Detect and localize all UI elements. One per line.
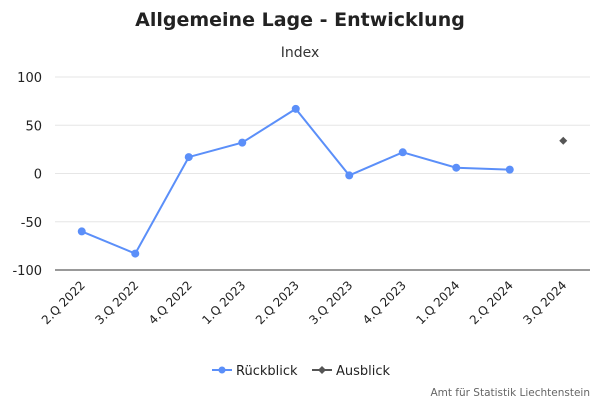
data-point-1-9[interactable] (559, 136, 568, 145)
y-tick-label: -50 (21, 216, 42, 231)
data-point-0-3[interactable] (238, 138, 247, 147)
data-point-0-4[interactable] (291, 104, 300, 113)
credit: Amt für Statistik Liechtenstein (430, 387, 590, 399)
data-point-0-0[interactable] (77, 227, 86, 236)
x-tick-label: 4.Q 2022 (146, 278, 195, 327)
x-tick-label: 4.Q 2023 (360, 278, 409, 327)
x-tick-label: 2.Q 2022 (39, 278, 88, 327)
y-tick-label: 50 (25, 119, 42, 134)
legend-label-rueckblick: Rückblick (236, 364, 298, 379)
y-tick-label: 100 (17, 71, 42, 86)
legend-marker-ausblick (318, 366, 326, 374)
x-tick-label: 2.Q 2023 (253, 278, 302, 327)
legend-item-rueckblick[interactable]: Rückblick (212, 364, 298, 379)
x-tick-label: 1.Q 2024 (413, 278, 462, 327)
data-point-0-8[interactable] (505, 165, 514, 174)
y-tick-label: 0 (34, 168, 42, 183)
legend-label-ausblick: Ausblick (336, 364, 391, 379)
x-tick-label: 3.Q 2022 (92, 278, 141, 327)
x-axis-labels: 2.Q 2022 3.Q 2022 4.Q 2022 1.Q 2023 2.Q 2023… (39, 278, 569, 327)
series-layer (77, 104, 568, 258)
data-point-0-1[interactable] (131, 249, 140, 258)
x-tick-label: 3.Q 2023 (306, 278, 355, 327)
y-tick-label: -100 (12, 264, 42, 279)
legend: Rückblick Ausblick (212, 364, 391, 379)
data-point-0-5[interactable] (345, 171, 354, 180)
chart-subtitle: Index (281, 45, 320, 61)
y-axis-labels: 100 50 0 -50 -100 (12, 71, 42, 279)
x-tick-label: 1.Q 2023 (199, 278, 248, 327)
series-line-0 (81, 107, 510, 255)
chart-title: Allgemeine Lage - Entwicklung (135, 9, 465, 31)
data-point-0-7[interactable] (452, 163, 461, 172)
grid-layer (55, 76, 590, 271)
data-point-0-6[interactable] (398, 148, 407, 157)
x-tick-label: 2.Q 2024 (467, 278, 516, 327)
legend-item-ausblick[interactable]: Ausblick (312, 364, 391, 379)
x-tick-label: 3.Q 2024 (520, 278, 569, 327)
data-point-0-2[interactable] (184, 153, 193, 162)
legend-marker-rueckblick (218, 366, 226, 374)
